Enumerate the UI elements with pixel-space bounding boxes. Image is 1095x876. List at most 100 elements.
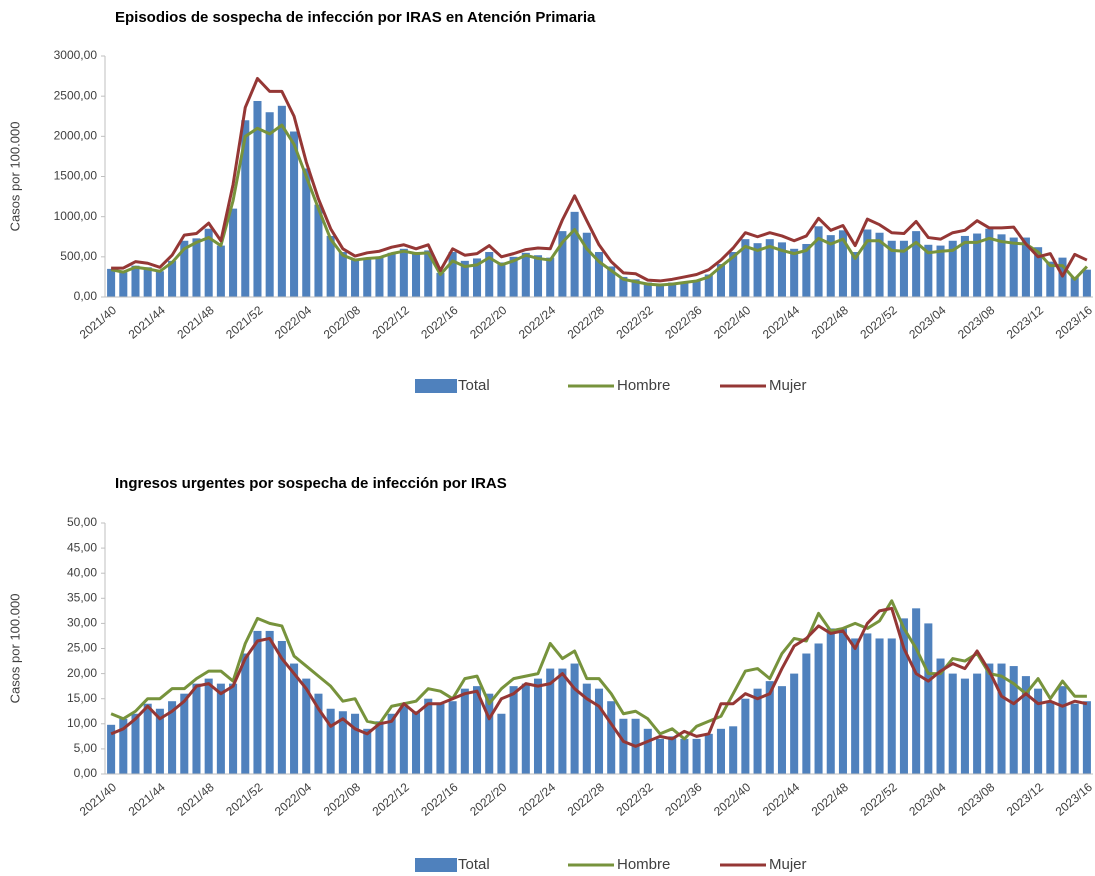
y-tick-label: 1000,00: [54, 209, 98, 223]
x-tick-label: 2022/40: [711, 780, 753, 819]
bar: [546, 668, 555, 774]
bar: [655, 284, 665, 297]
x-tick-label: 2021/48: [174, 780, 216, 819]
y-tick-label: 45,00: [67, 540, 97, 554]
bar: [924, 244, 933, 297]
x-tick-label: 2022/44: [760, 303, 802, 342]
bar: [253, 100, 262, 297]
y-tick-label: 40,00: [67, 565, 97, 579]
x-tick-label: 2021/44: [126, 303, 168, 342]
x-tick-label: 2023/04: [906, 780, 948, 819]
bar: [192, 683, 201, 774]
bar: [1009, 666, 1018, 774]
bar: [204, 678, 213, 774]
bar: [1009, 237, 1018, 297]
bar: [143, 267, 152, 297]
bar: [1070, 276, 1079, 297]
bar: [851, 252, 860, 297]
bar: [753, 688, 762, 774]
bar: [314, 204, 323, 297]
bar: [497, 713, 506, 774]
bar: [802, 653, 811, 774]
bar: [436, 272, 445, 297]
bar: [436, 703, 445, 774]
x-tick-label: 2023/16: [1053, 303, 1095, 342]
bar: [960, 678, 969, 774]
y-tick-label: 2000,00: [54, 129, 98, 143]
chart-title: Episodios de sospecha de infección por I…: [115, 9, 596, 26]
x-tick-label: 2022/48: [809, 303, 851, 342]
bar: [668, 282, 677, 297]
bar: [509, 256, 518, 297]
bar: [290, 663, 299, 774]
line-series: [110, 606, 1088, 748]
bar: [741, 698, 750, 774]
bar: [1046, 701, 1055, 774]
bar: [655, 738, 665, 774]
bar: [863, 633, 872, 774]
bar: [119, 718, 128, 774]
bar: [521, 683, 530, 774]
x-tick-label: 2022/52: [857, 780, 899, 819]
bar: [997, 234, 1006, 297]
y-tick-label: 3000,00: [54, 48, 98, 62]
legend-label: Hombre: [617, 377, 670, 394]
y-axis-label: Casos por 100.000: [7, 122, 22, 232]
bar: [1058, 686, 1067, 774]
bar: [375, 256, 384, 297]
bar: [460, 688, 469, 774]
bar: [1082, 701, 1091, 774]
y-axis-label: Casos por 100.000: [7, 594, 22, 704]
bar: [960, 235, 969, 297]
bar: [241, 653, 250, 774]
bar: [485, 693, 494, 774]
bar: [533, 678, 543, 774]
y-tick-label: 5,00: [74, 741, 98, 755]
bar: [680, 738, 689, 774]
legend-label: Mujer: [769, 377, 807, 394]
bar: [302, 678, 311, 774]
bar: [777, 242, 786, 297]
legend-swatch: [415, 858, 457, 872]
bar: [168, 701, 177, 774]
bar: [1070, 703, 1079, 774]
bar: [1046, 261, 1055, 297]
bar: [729, 726, 738, 774]
y-tick-label: 30,00: [67, 616, 97, 630]
bar: [899, 240, 908, 297]
bar: [948, 240, 957, 297]
bar: [265, 112, 274, 297]
y-tick-label: 1500,00: [54, 169, 98, 183]
legend-label: Total: [458, 377, 490, 394]
bar: [424, 698, 433, 774]
x-tick-label: 2022/36: [662, 303, 704, 342]
bar: [692, 280, 701, 297]
bar: [619, 718, 628, 774]
bar: [570, 211, 579, 297]
bar: [704, 274, 713, 297]
bar: [375, 721, 384, 774]
bar: [814, 226, 823, 297]
bar: [265, 630, 274, 774]
bar: [192, 238, 201, 297]
bar: [448, 701, 457, 774]
bar: [509, 686, 518, 774]
x-tick-label: 2022/24: [516, 780, 558, 819]
x-tick-label: 2022/20: [467, 780, 509, 819]
x-tick-label: 2022/12: [370, 780, 412, 819]
x-tick-label: 2023/12: [1004, 780, 1046, 819]
bar: [155, 708, 164, 774]
x-tick-label: 2022/40: [711, 303, 753, 342]
bar: [643, 282, 652, 297]
bar: [326, 708, 335, 774]
bar: [607, 701, 616, 774]
bar: [790, 248, 799, 297]
x-tick-label: 2022/36: [662, 780, 704, 819]
legend-swatch: [415, 379, 457, 393]
bar: [1021, 237, 1030, 297]
bar: [765, 681, 774, 774]
bar: [680, 281, 689, 297]
y-tick-label: 0,00: [74, 766, 98, 780]
y-tick-label: 10,00: [67, 716, 97, 730]
bar: [875, 638, 884, 774]
